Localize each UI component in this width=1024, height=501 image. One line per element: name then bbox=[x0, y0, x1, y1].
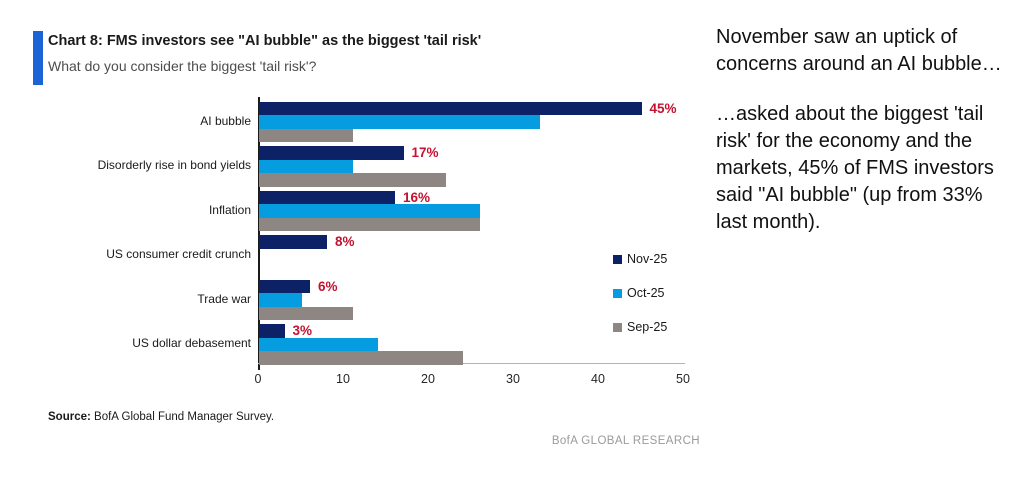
legend-swatch bbox=[613, 322, 622, 332]
x-tick-label: 20 bbox=[421, 372, 435, 386]
bar-oct-25 bbox=[259, 115, 540, 129]
source-label: Source: bbox=[48, 411, 91, 423]
bar-sep-25 bbox=[259, 173, 446, 187]
x-axis-line bbox=[258, 363, 685, 364]
category-label: Disorderly rise in bond yields bbox=[97, 158, 251, 172]
title-accent-bar bbox=[33, 31, 43, 85]
x-tick-label: 10 bbox=[336, 372, 350, 386]
bar-sep-25 bbox=[259, 128, 353, 142]
x-tick-label: 40 bbox=[591, 372, 605, 386]
legend-swatch bbox=[613, 288, 622, 298]
bar-oct-25 bbox=[259, 337, 378, 351]
bar-nov-25 bbox=[259, 324, 285, 338]
legend-label: Sep-25 bbox=[627, 320, 668, 334]
legend-swatch bbox=[613, 254, 622, 264]
category-label: Inflation bbox=[208, 202, 251, 217]
bar-nov-25 bbox=[259, 235, 327, 249]
x-tick-label: 0 bbox=[254, 372, 262, 386]
chart-title: Chart 8: FMS investors see "AI bubble" a… bbox=[48, 33, 482, 49]
x-tick-label: 50 bbox=[676, 372, 690, 386]
value-label: 16% bbox=[403, 189, 431, 205]
chart-panel: Chart 8: FMS investors see "AI bubble" a… bbox=[33, 31, 700, 447]
value-label: 6% bbox=[318, 278, 338, 294]
commentary-paragraph-1: November saw an uptick of concerns aroun… bbox=[716, 26, 1002, 75]
value-label: 17% bbox=[411, 145, 439, 160]
value-label: 45% bbox=[649, 100, 677, 116]
chart-subtitle: What do you consider the biggest 'tail r… bbox=[48, 58, 317, 74]
x-tick-label: 30 bbox=[506, 372, 520, 386]
bar-sep-25 bbox=[259, 217, 480, 231]
y-axis-line bbox=[258, 97, 260, 370]
value-label: 3% bbox=[292, 323, 313, 338]
bar-nov-25 bbox=[259, 101, 642, 115]
bar-nov-25 bbox=[259, 279, 310, 293]
source-text: BofA Global Fund Manager Survey. bbox=[90, 411, 275, 423]
commentary-panel: November saw an uptick of concerns aroun… bbox=[716, 24, 1016, 259]
source-note: Source: BofA Global Fund Manager Survey. bbox=[48, 411, 274, 423]
legend-item: Nov-25 bbox=[613, 252, 667, 266]
category-label: US consumer credit crunch bbox=[106, 247, 251, 261]
bar-nov-25 bbox=[259, 146, 404, 160]
bar-sep-25 bbox=[259, 351, 463, 365]
bar-sep-25 bbox=[259, 306, 353, 320]
brand-mark: BofA GLOBAL RESEARCH bbox=[551, 435, 700, 447]
legend-label: Oct-25 bbox=[627, 286, 665, 300]
bar-oct-25 bbox=[259, 204, 480, 218]
bar-nov-25 bbox=[259, 190, 395, 204]
bar-oct-25 bbox=[259, 293, 302, 307]
category-label: AI bubble bbox=[200, 113, 251, 128]
legend-item: Oct-25 bbox=[613, 286, 665, 300]
value-label: 8% bbox=[335, 234, 355, 249]
category-label: Trade war bbox=[197, 291, 251, 306]
legend-item: Sep-25 bbox=[613, 320, 667, 334]
legend-label: Nov-25 bbox=[627, 252, 668, 266]
bar-oct-25 bbox=[259, 159, 353, 173]
commentary-paragraph-2: …asked about the biggest 'tail risk' for… bbox=[716, 103, 994, 233]
category-label: US dollar debasement bbox=[132, 336, 251, 350]
bar-chart: AI bubble 45% Disorderly rise in bond yiel… bbox=[97, 97, 690, 386]
